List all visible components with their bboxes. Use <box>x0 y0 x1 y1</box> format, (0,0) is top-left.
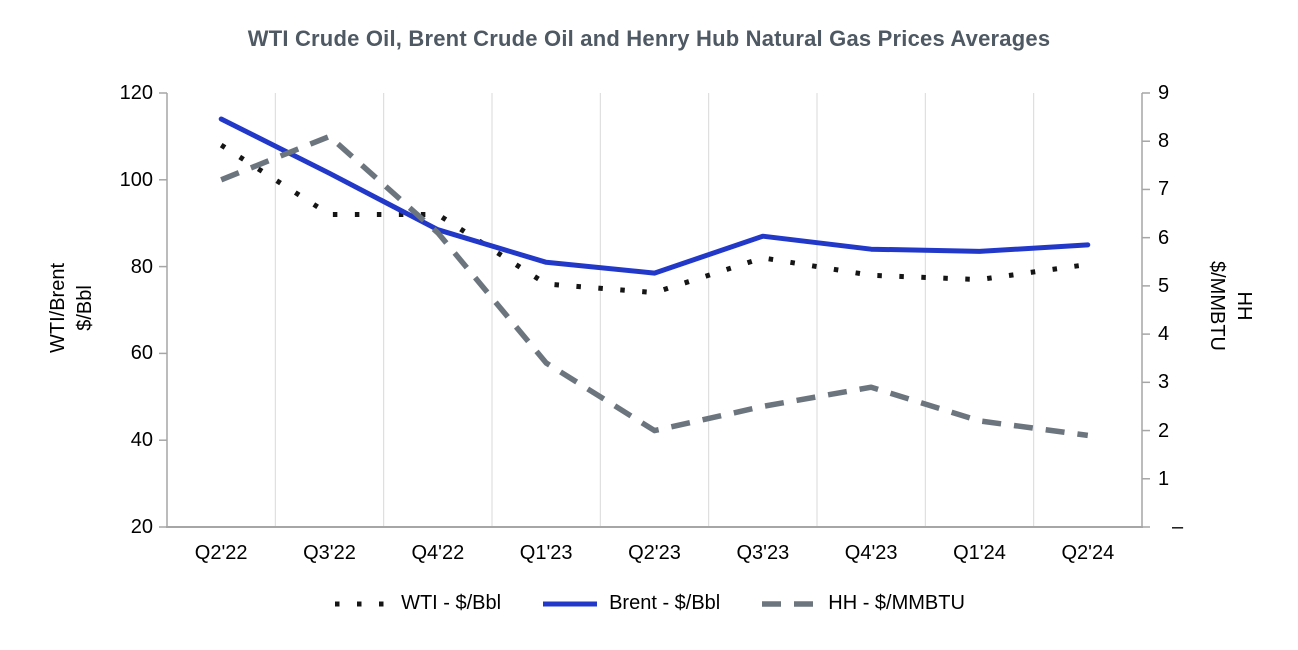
right-axis-tick-label: 8 <box>1158 130 1170 153</box>
x-axis-category-label: Q4'23 <box>844 542 898 564</box>
right-axis-tick-label: 3 <box>1158 371 1170 394</box>
legend-label: HH - $/MMBTU <box>828 592 965 614</box>
legend-label: Brent - $/Bbl <box>609 592 721 614</box>
left-axis-title-line2: $/Bbl <box>74 285 96 331</box>
x-axis-category-label: Q1'23 <box>519 542 573 564</box>
legend-item-brent: Brent - $/Bbl <box>541 592 720 615</box>
legend: WTI - $/Bbl Brent - $/Bbl HH - $/MMBTU <box>0 592 1298 615</box>
left-axis-title-line1: WTI/Brent <box>47 262 69 354</box>
right-axis-tick-label: 9 <box>1158 82 1170 104</box>
left-axis-tick-label: 40 <box>130 429 153 452</box>
chart-title: WTI Crude Oil, Brent Crude Oil and Henry… <box>247 26 1051 51</box>
legend-item-wti: WTI - $/Bbl <box>333 592 501 615</box>
series-line-brent <box>218 116 1091 276</box>
left-axis-tick-label: 80 <box>130 255 153 278</box>
series-line-hh <box>220 133 1089 439</box>
left-axis-tick-label: 60 <box>130 342 153 365</box>
x-axis-category-label: Q2'23 <box>628 542 681 564</box>
right-axis-tick-label: 5 <box>1158 274 1170 297</box>
right-axis-tick-label: 7 <box>1158 178 1170 201</box>
right-axis-tick-label: 1 <box>1158 467 1170 490</box>
legend-marker-solid-line-icon <box>543 601 598 606</box>
left-axis-tick-label: 120 <box>119 82 153 104</box>
right-axis-title-line2: $/MMBTU <box>1206 261 1228 351</box>
legend-marker-dotted-line-icon <box>335 601 390 606</box>
x-axis-category-label: Q2'24 <box>1061 542 1115 564</box>
x-axis-category-label: Q1'24 <box>953 542 1006 564</box>
right-axis-tick-label: – <box>1172 516 1184 538</box>
legend-marker-dashed-line-icon <box>762 600 817 607</box>
x-axis-category-label: Q4'22 <box>411 542 465 564</box>
x-axis-category-label: Q3'22 <box>303 542 356 564</box>
left-axis-tick-label: 20 <box>130 516 153 538</box>
right-axis-title-line1: HH <box>1233 291 1255 321</box>
series-line-wti <box>219 142 1089 296</box>
right-axis-tick-label: 4 <box>1158 323 1170 346</box>
x-axis-category-label: Q2'22 <box>194 542 248 564</box>
right-axis-tick-label: 6 <box>1158 226 1170 249</box>
right-axis-tick-label: 2 <box>1158 419 1170 442</box>
legend-label: WTI - $/Bbl <box>401 592 502 614</box>
left-axis-tick-label: 100 <box>119 168 153 191</box>
right-axis-title: HH $/MMBTU <box>1203 261 1257 351</box>
x-axis-category-label: Q3'23 <box>736 542 790 564</box>
legend-item-hh: HH - $/MMBTU <box>760 592 965 615</box>
left-axis-title: WTI/Brent $/Bbl <box>45 263 99 353</box>
